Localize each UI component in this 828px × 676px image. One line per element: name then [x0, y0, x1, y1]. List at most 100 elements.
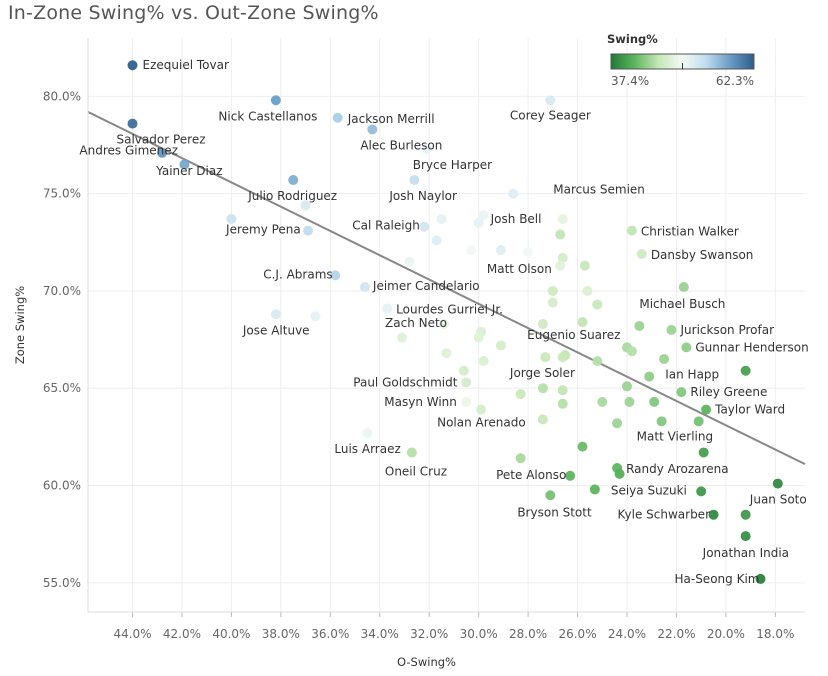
y-axis-title: Zone Swing% — [13, 286, 27, 364]
point — [656, 416, 667, 427]
label-lourdes-gurriel-jr-: Lourdes Gurriel Jr. — [396, 302, 503, 316]
x-tick-label: 32.0% — [410, 627, 448, 641]
point — [740, 365, 751, 376]
point — [431, 235, 442, 246]
label-kyle-schwarber: Kyle Schwarber — [618, 508, 711, 522]
point-jonathan-india — [740, 531, 751, 542]
x-tick-label: 28.0% — [509, 627, 547, 641]
point — [698, 447, 709, 458]
point-oneil-cruz — [406, 447, 417, 458]
label-jackson-merrill: Jackson Merrill — [347, 112, 435, 126]
point-jackson-merrill — [332, 112, 343, 123]
legend-title: Swing% — [607, 32, 658, 46]
label-gunnar-henderson: Gunnar Henderson — [695, 340, 808, 354]
x-tick-label: 42.0% — [163, 627, 201, 641]
point — [436, 213, 447, 224]
label-jurickson-profar: Jurickson Profar — [679, 323, 774, 337]
point — [540, 352, 551, 363]
data-points — [127, 60, 783, 584]
label-nick-castellanos: Nick Castellanos — [218, 109, 317, 123]
point-yainer-diaz — [157, 147, 168, 158]
point-julio-rodriguez — [288, 175, 299, 186]
point — [557, 398, 568, 409]
point — [555, 260, 566, 271]
label-jeremy-pena: Jeremy Pena — [225, 223, 301, 237]
label-jeimer-candelario: Jeimer Candelario — [372, 279, 480, 293]
point — [495, 340, 506, 351]
point-juan-soto — [772, 478, 783, 489]
point-andres-gimenez — [179, 159, 190, 170]
label-masyn-winn: Masyn Winn — [384, 395, 457, 409]
label-ian-happ: Ian Happ — [665, 368, 719, 382]
point-ian-happ — [644, 371, 655, 382]
point-jeremy-pena — [303, 225, 314, 236]
label-josh-naylor: Josh Naylor — [388, 189, 457, 203]
label-matt-vierling: Matt Vierling — [637, 429, 713, 443]
point-christian-walker — [626, 225, 637, 236]
point-luis-arraez — [362, 427, 373, 438]
point — [557, 385, 568, 396]
point — [466, 245, 477, 256]
point-zach-neto — [439, 319, 450, 330]
point — [537, 319, 548, 330]
label-jonathan-india: Jonathan India — [702, 546, 789, 560]
label-ezequiel-tovar: Ezequiel Tovar — [143, 58, 229, 72]
point-c-j-abrams — [330, 270, 341, 281]
label-julio-rodriguez: Julio Rodriguez — [247, 189, 337, 203]
point — [577, 317, 588, 328]
point-seiya-suzuki — [589, 484, 600, 495]
point — [592, 299, 603, 310]
point-jeimer-candelario — [359, 282, 370, 293]
point-corey-seager — [545, 95, 556, 106]
point — [614, 468, 625, 479]
x-axis-title: O-Swing% — [397, 655, 456, 669]
point — [649, 396, 660, 407]
x-tick-label: 24.0% — [608, 627, 646, 641]
point — [612, 418, 623, 429]
x-tick-label: 20.0% — [707, 627, 745, 641]
point-paul-goldschmidt — [461, 377, 472, 388]
point — [592, 355, 603, 366]
point-marcus-semien — [508, 188, 519, 199]
point — [626, 346, 637, 357]
point — [537, 414, 548, 425]
legend-max-label: 62.3% — [716, 74, 754, 88]
point-nick-castellanos — [270, 95, 281, 106]
x-tick-label: 30.0% — [460, 627, 498, 641]
gridlines — [88, 38, 805, 612]
point-josh-bell — [473, 217, 484, 228]
point-masyn-winn — [461, 396, 472, 407]
label-jose-altuve: Jose Altuve — [242, 323, 310, 337]
point-jorge-soler — [537, 383, 548, 394]
trend-line — [87, 111, 806, 466]
point — [478, 210, 489, 221]
point-labels: Ezequiel Tovar Nick Castellanos Jackson Me… — [79, 58, 808, 586]
point-cal-raleigh — [419, 221, 430, 232]
label-marcus-semien: Marcus Semien — [553, 183, 645, 197]
chart-title: In-Zone Swing% vs. Out-Zone Swing% — [8, 2, 379, 24]
point-matt-vierling — [693, 416, 704, 427]
label-paul-goldschmidt: Paul Goldschmidt — [353, 375, 457, 389]
point — [624, 396, 635, 407]
point-jose-altuve — [270, 309, 281, 320]
point-kyle-schwarber — [708, 509, 719, 520]
point — [547, 297, 558, 308]
legend-min-label: 37.4% — [611, 74, 649, 88]
x-tick-label: 34.0% — [361, 627, 399, 641]
point-michael-busch — [634, 320, 645, 331]
label-bryson-stott: Bryson Stott — [517, 505, 592, 519]
point-matt-olson — [495, 245, 506, 256]
label-corey-seager: Corey Seager — [510, 108, 591, 122]
label-bryce-harper: Bryce Harper — [413, 158, 492, 172]
point — [404, 256, 415, 267]
point-gunnar-henderson — [681, 342, 692, 353]
point — [557, 252, 568, 263]
label-cal-raleigh: Cal Raleigh — [352, 219, 420, 233]
point-bryce-harper — [421, 143, 432, 154]
point — [621, 381, 632, 392]
label-riley-greene: Riley Greene — [690, 385, 767, 399]
point-ezequiel-tovar — [127, 60, 138, 71]
label-christian-walker: Christian Walker — [641, 225, 739, 239]
point-pete-alonso — [565, 470, 576, 481]
label-dansby-swanson: Dansby Swanson — [651, 248, 754, 262]
